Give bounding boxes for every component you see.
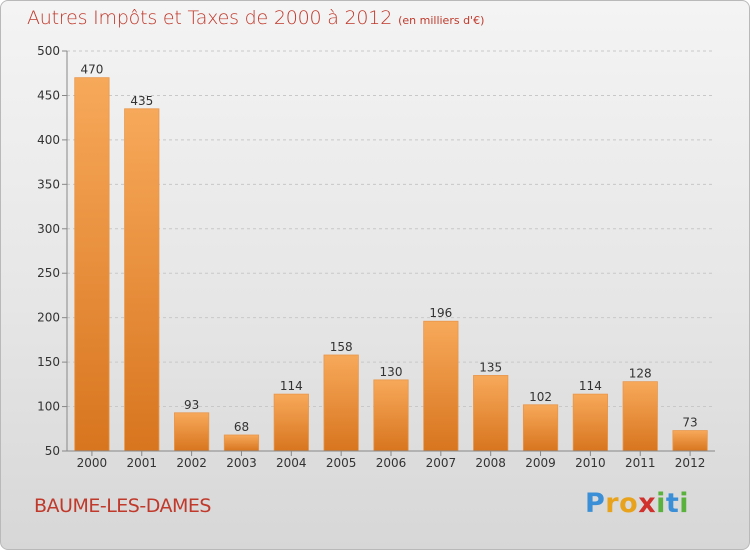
x-tick-label: 2001 xyxy=(126,456,157,470)
bar xyxy=(373,379,409,452)
y-tick-label: 450 xyxy=(37,88,60,102)
bar-value-label: 73 xyxy=(682,416,697,430)
y-tick-label: 250 xyxy=(37,266,60,280)
bar xyxy=(622,381,658,452)
x-tick-label: 2011 xyxy=(625,456,656,470)
bar-value-label: 470 xyxy=(80,63,103,77)
logo-letter: P xyxy=(585,488,606,519)
x-tick-label: 2006 xyxy=(376,456,407,470)
bar-value-label: 128 xyxy=(629,367,652,381)
bar-value-label: 196 xyxy=(429,306,452,320)
bar xyxy=(174,412,210,452)
bars xyxy=(74,77,708,452)
axes: 50 100 150 200 250 300 350 400 450 500 2000 2001 200… xyxy=(37,44,715,470)
y-tick-label: 200 xyxy=(37,311,60,325)
commune-name: BAUME-LES-DAMES xyxy=(34,495,211,517)
y-tick-label: 400 xyxy=(37,133,60,147)
y-tick-label: 300 xyxy=(37,222,60,236)
bar-value-label: 68 xyxy=(234,420,249,434)
bar xyxy=(572,393,608,452)
bar-value-label: 130 xyxy=(380,365,403,379)
x-tick-label: 2007 xyxy=(426,456,457,470)
bar xyxy=(273,393,309,452)
y-tick-label: 50 xyxy=(45,444,60,458)
title-main: Autres Impôts et Taxes de 2000 à 2012 xyxy=(27,7,393,29)
bar xyxy=(672,430,708,452)
bar-value-label: 114 xyxy=(280,379,303,393)
logo-letter: x xyxy=(638,488,657,519)
x-tick-label: 2004 xyxy=(276,456,307,470)
logo-letter: r xyxy=(605,488,620,519)
bar xyxy=(74,77,110,452)
bar xyxy=(124,108,160,452)
y-tick-label: 100 xyxy=(37,400,60,414)
bar xyxy=(423,320,459,452)
x-tick-label: 2005 xyxy=(326,456,357,470)
value-labels: 470 435 93 68 114 158 130 196 135 102 114 128 73 xyxy=(80,63,697,434)
bar-value-label: 93 xyxy=(184,398,199,412)
bar-value-label: 158 xyxy=(330,340,353,354)
bar xyxy=(522,404,559,452)
bar-value-label: 435 xyxy=(130,94,153,108)
bar-value-label: 102 xyxy=(529,390,552,404)
logo-letter: t xyxy=(665,488,680,519)
x-tick-label: 2012 xyxy=(675,456,706,470)
bar xyxy=(473,375,509,452)
bar-value-label: 114 xyxy=(579,379,602,393)
logo-letter: i xyxy=(679,488,690,519)
logo-letter: o xyxy=(619,488,639,519)
bar xyxy=(323,354,359,452)
chart-title: Autres Impôts et Taxes de 2000 à 2012 (en… xyxy=(27,7,484,29)
y-tick-label: 150 xyxy=(37,355,60,369)
proxiti-logo: Proxiti xyxy=(585,488,689,519)
x-tick-label: 2002 xyxy=(176,456,207,470)
logo-letter: i xyxy=(656,488,666,519)
x-tick-label: 2008 xyxy=(475,456,506,470)
title-unit: (en milliers d'€) xyxy=(398,14,485,27)
bar-value-label: 135 xyxy=(479,360,502,374)
y-tick-label: 500 xyxy=(37,44,60,58)
x-tick-label: 2009 xyxy=(525,456,556,470)
x-tick-label: 2000 xyxy=(77,456,108,470)
y-tick-label: 350 xyxy=(37,177,60,191)
x-tick-label: 2010 xyxy=(575,456,606,470)
x-tick-label: 2003 xyxy=(226,456,257,470)
bar xyxy=(223,434,260,452)
